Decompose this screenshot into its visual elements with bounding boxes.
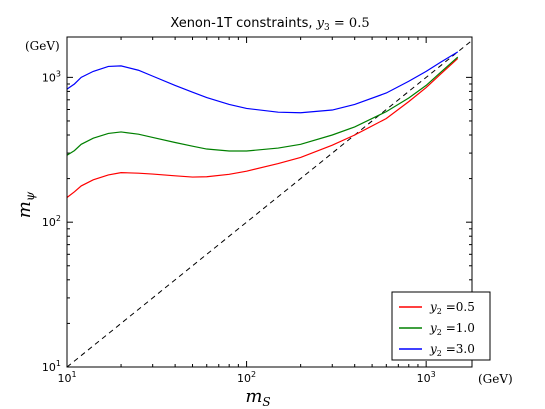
legend-label: y2 =0.5	[429, 300, 475, 316]
plot-area	[66, 37, 473, 368]
diagonal-reference-line	[66, 40, 473, 368]
legend-item-1: y2 =0.5	[399, 300, 475, 316]
series-line-1	[66, 58, 459, 199]
series-line-3	[66, 51, 459, 114]
legend-item-2: y2 =1.0	[399, 321, 475, 337]
legend-item-3: y2 =3.0	[399, 342, 475, 358]
x-tick-label: 103	[417, 370, 436, 385]
chart-title: Xenon-1T constraints, y3 = 0.5	[170, 16, 369, 33]
x-axis-unit: (GeV)	[478, 372, 513, 386]
legend-label: y2 =1.0	[429, 321, 475, 337]
axis-labels: (GeV) (GeV) mS mψ	[14, 39, 513, 409]
legend: y2 =0.5 y2 =1.0 y2 =3.0	[391, 291, 491, 361]
y-tick-label: 101	[42, 359, 61, 374]
tick-labels: 101 102 103 101 102 103	[42, 69, 436, 385]
y-tick-label: 103	[42, 69, 61, 84]
y-tick-label: 102	[42, 214, 61, 229]
legend-label: y2 =3.0	[429, 342, 475, 358]
x-tick-label: 102	[237, 370, 256, 385]
series-line-2	[66, 56, 459, 156]
x-tick-label: 101	[57, 370, 76, 385]
y-axis-label: mψ	[14, 191, 37, 218]
plot-frame	[66, 36, 473, 368]
x-axis-label: mS	[245, 386, 270, 409]
y-axis-unit: (GeV)	[25, 39, 60, 53]
